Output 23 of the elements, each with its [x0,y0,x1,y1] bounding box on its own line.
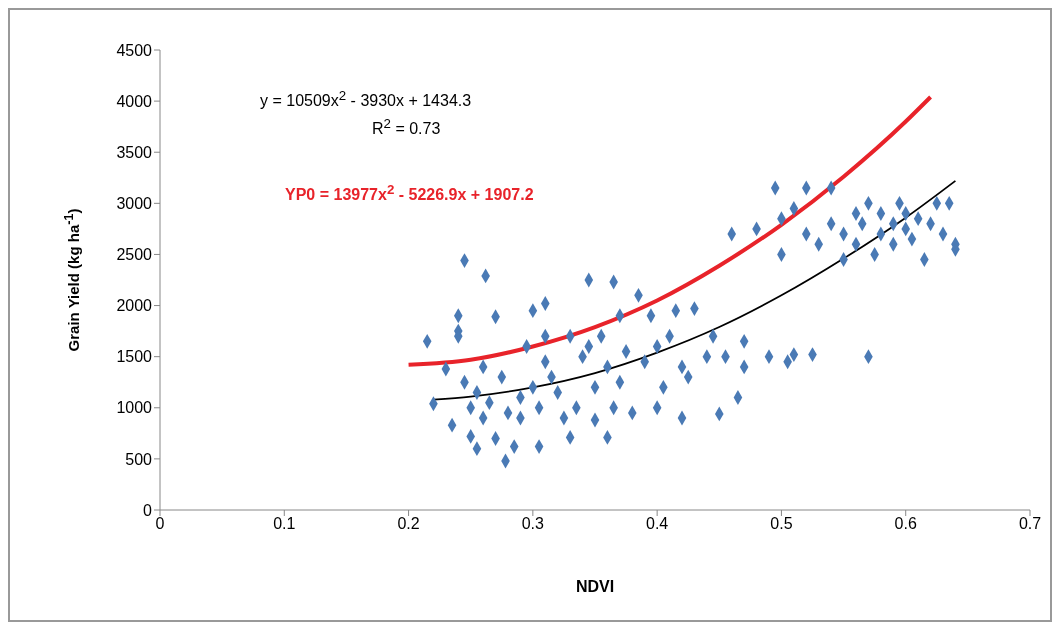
x-tick-label: 0.6 [894,515,917,533]
x-tick-label: 0.7 [1018,515,1042,533]
x-tick-label: 0.5 [770,515,793,533]
x-tick-label: 0.3 [521,515,545,533]
y-tick-label: 4000 [116,92,153,110]
y-tick-label: 0 [143,501,153,519]
x-tick-label: 0.1 [273,515,296,533]
x-tick-label: 0.2 [397,515,420,533]
x-tick-label: 0.4 [646,515,669,533]
y-tick-label: 500 [125,450,153,468]
y-tick-label: 2000 [116,297,153,315]
annotation: YP0 = 13977x$^{2}$ - 5226.9x + 1907.2 [285,182,534,205]
y-tick-label: 4500 [116,41,153,59]
y-tick-label: 1500 [116,348,153,366]
x-tick-label: 0 [155,515,165,533]
y-tick-label: 3000 [116,195,153,213]
annotation: R$^{2}$ = 0.73 [372,116,441,139]
x-axis-title: NDVI [574,578,616,596]
y-tick-label: 2500 [116,246,153,264]
y-tick-label: 3500 [116,143,153,161]
annotation: y = 10509x$^{2}$ - 3930x + 1434.3 [260,88,472,111]
y-tick-label: 1000 [116,399,153,417]
line-series [406,95,933,367]
